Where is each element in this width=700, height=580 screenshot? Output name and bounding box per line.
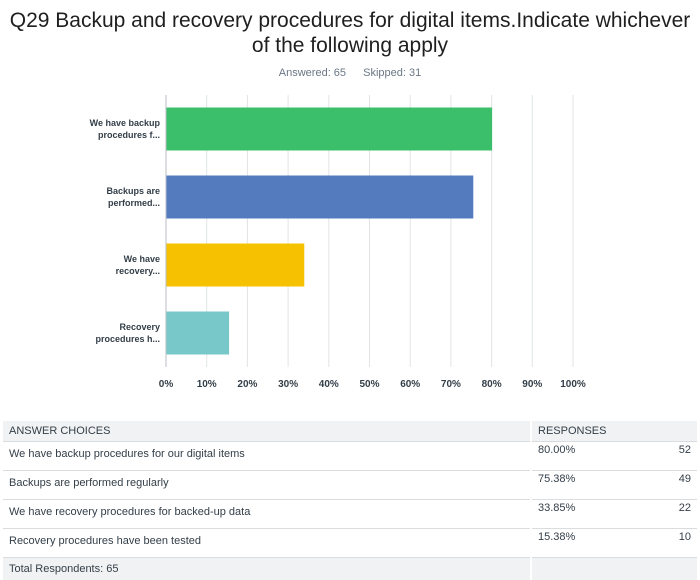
response-count: 49 (643, 471, 697, 500)
bar-chart: 0% 10% 20% 30% 40% 50% 60% 70% 80% 90% 100% We have… (0, 95, 700, 395)
answer-summary-table: ANSWER CHOICES RESPONSES We have backup … (3, 421, 697, 580)
answer-choices-header: ANSWER CHOICES (3, 421, 531, 442)
response-percent: 75.38% (531, 471, 643, 500)
table-header-row: ANSWER CHOICES RESPONSES (3, 421, 697, 442)
question-title: Q29 Backup and recovery procedures for d… (0, 8, 700, 58)
x-tick-label: 40% (319, 379, 339, 390)
skipped-count: Skipped: 31 (363, 67, 421, 79)
x-tick-label: 100% (560, 379, 586, 390)
category-label: recovery... (116, 266, 160, 276)
total-blank-cell (531, 558, 697, 580)
x-tick-label: 30% (278, 379, 298, 390)
table-row: We have backup procedures for our digita… (3, 442, 697, 471)
response-stats: Answered: 65 Skipped: 31 (0, 67, 700, 79)
category-label: performed... (108, 198, 160, 208)
x-tick-label: 20% (237, 379, 257, 390)
x-tick-label: 90% (522, 379, 542, 390)
category-label: We have backup (90, 118, 161, 128)
total-row: Total Respondents: 65 (3, 558, 697, 580)
response-count: 10 (643, 529, 697, 558)
bar (167, 176, 474, 219)
x-tick-label: 60% (400, 379, 420, 390)
response-percent: 15.38% (531, 529, 643, 558)
response-count: 52 (643, 442, 697, 471)
choice-label: Backups are performed regularly (3, 471, 531, 500)
response-count: 22 (643, 500, 697, 529)
x-tick-label: 50% (359, 379, 379, 390)
answered-count: Answered: 65 (279, 67, 346, 79)
table-row: We have recovery procedures for backed-u… (3, 500, 697, 529)
choice-label: We have backup procedures for our digita… (3, 442, 531, 471)
choice-label: Recovery procedures have been tested (3, 529, 531, 558)
category-label: We have (124, 254, 160, 264)
category-label: procedures h... (95, 334, 160, 344)
category-label: Recovery (119, 322, 160, 332)
table-row: Recovery procedures have been tested 15.… (3, 529, 697, 558)
x-tick-label: 70% (441, 379, 461, 390)
category-label: Backups are (106, 186, 160, 196)
responses-header: RESPONSES (531, 421, 697, 442)
choice-label: We have recovery procedures for backed-u… (3, 500, 531, 529)
x-tick-label: 80% (482, 379, 502, 390)
x-tick-label: 0% (159, 379, 174, 390)
bar (167, 244, 305, 287)
response-percent: 33.85% (531, 500, 643, 529)
total-respondents: Total Respondents: 65 (3, 558, 531, 580)
bar (167, 108, 493, 151)
x-tick-label: 10% (197, 379, 217, 390)
bar (167, 312, 230, 355)
response-percent: 80.00% (531, 442, 643, 471)
table-row: Backups are performed regularly 75.38% 4… (3, 471, 697, 500)
category-label: procedures f... (98, 130, 160, 140)
